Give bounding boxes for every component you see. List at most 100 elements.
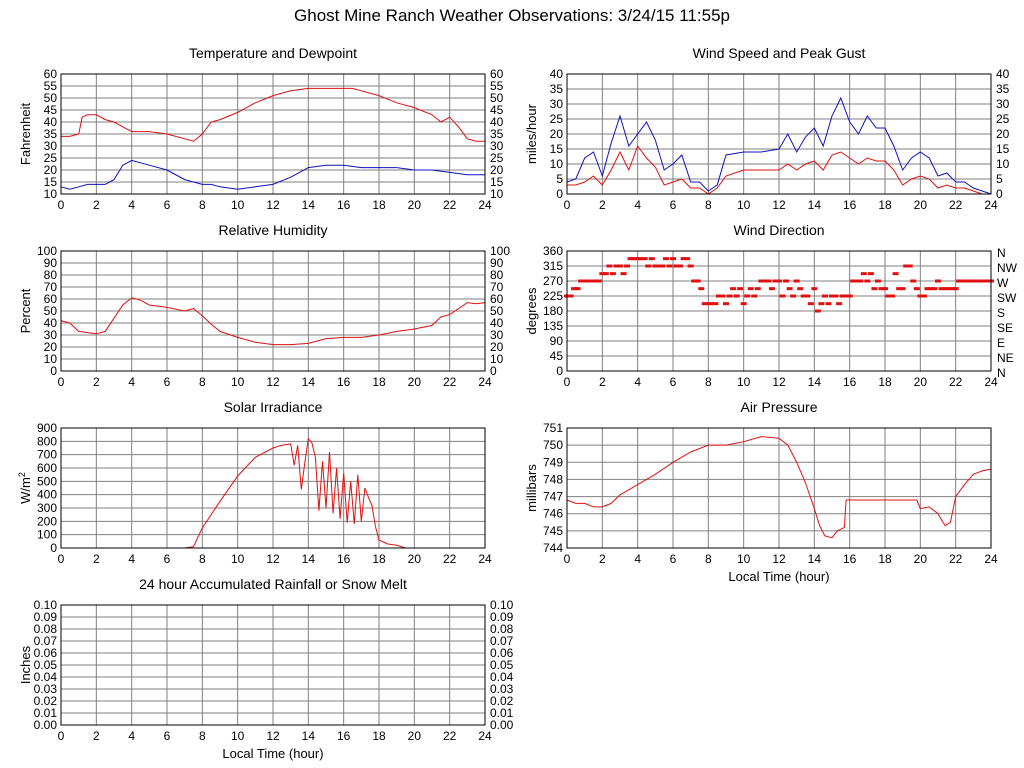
y-tick-label-right: 0.06 [490, 646, 514, 660]
data-point [581, 279, 588, 283]
data-point [825, 302, 832, 306]
data-point [786, 287, 793, 291]
compass-label: NE [997, 351, 1014, 365]
data-point [730, 287, 737, 291]
y-tick-label-right: 20 [490, 340, 504, 354]
x-tick-label: 20 [408, 552, 422, 566]
y-tick-label-right: 15 [996, 142, 1010, 156]
data-point [715, 294, 722, 298]
data-point [652, 264, 659, 268]
y-tick-label: 0.02 [34, 694, 58, 708]
y-tick-label-right: 25 [996, 112, 1010, 126]
x-tick-label: 18 [878, 198, 892, 212]
data-point [959, 279, 966, 283]
y-tick-label-right: 0.10 [490, 598, 514, 612]
x-tick-label: 14 [302, 552, 316, 566]
y-tick-label: 45 [44, 103, 58, 117]
y-tick-label: 750 [543, 438, 563, 452]
plot-frame [566, 73, 992, 195]
x-tick-label: 0 [58, 198, 65, 212]
x-tick-label: 6 [670, 375, 677, 389]
y-tick-label: 0.10 [34, 598, 58, 612]
x-tick-label: 20 [914, 375, 928, 389]
x-tick-label: 22 [443, 729, 457, 743]
y-tick-label: 35 [550, 82, 564, 96]
plot-frame [60, 73, 486, 195]
data-point [970, 279, 977, 283]
y-tick-label: 30 [44, 139, 58, 153]
data-point [832, 294, 839, 298]
y-tick-label: 100 [37, 244, 57, 258]
x-tick-label: 2 [599, 375, 606, 389]
plot-frame [566, 250, 992, 372]
chart-title: 24 hour Accumulated Rainfall or Snow Mel… [139, 576, 407, 592]
data-point [747, 287, 754, 291]
data-point [655, 264, 662, 268]
data-point [701, 302, 708, 306]
x-tick-label: 12 [266, 198, 280, 212]
y-tick-label-right: 10 [490, 352, 504, 366]
y-tick-label-right: 0.05 [490, 658, 514, 672]
x-axis-label: Local Time (hour) [222, 746, 323, 761]
y-tick-label: 15 [44, 175, 58, 189]
x-tick-label: 24 [478, 552, 492, 566]
x-tick-label: 20 [408, 375, 422, 389]
y-tick-label: 90 [44, 256, 58, 270]
y-axis-label: millibars [524, 464, 539, 512]
data-point [818, 302, 825, 306]
data-point [843, 294, 850, 298]
data-point [857, 279, 864, 283]
x-tick-label: 10 [737, 552, 751, 566]
compass-label: SE [997, 321, 1013, 335]
x-tick-label: 0 [564, 375, 571, 389]
x-tick-label: 14 [302, 375, 316, 389]
y-tick-label: 135 [543, 319, 563, 333]
x-axis-label: Local Time (hour) [728, 569, 829, 584]
y-tick-label: 30 [550, 97, 564, 111]
y-tick-label: 90 [550, 334, 564, 348]
data-point [892, 272, 899, 276]
data-point [867, 272, 874, 276]
data-point [931, 287, 938, 291]
y-tick-label: 800 [37, 434, 57, 448]
y-tick-label: 180 [543, 304, 563, 318]
x-tick-label: 22 [949, 375, 963, 389]
y-tick-label: 10 [550, 157, 564, 171]
x-tick-label: 8 [199, 552, 206, 566]
x-tick-label: 16 [337, 729, 351, 743]
data-point [687, 264, 694, 268]
y-tick-label: 0.04 [34, 670, 58, 684]
data-point [599, 272, 606, 276]
y-tick-label-right: 45 [490, 103, 504, 117]
data-point [666, 264, 673, 268]
data-point [726, 294, 733, 298]
x-tick-label: 4 [128, 375, 135, 389]
x-tick-label: 4 [634, 552, 641, 566]
x-tick-label: 16 [843, 375, 857, 389]
x-tick-label: 2 [93, 198, 100, 212]
data-point [874, 279, 881, 283]
x-tick-label: 6 [164, 375, 171, 389]
x-tick-label: 22 [949, 198, 963, 212]
y-tick-label-right: 30 [490, 139, 504, 153]
data-point [889, 294, 896, 298]
y-tick-label: 30 [44, 328, 58, 342]
x-tick-label: 18 [372, 198, 386, 212]
data-point [836, 302, 843, 306]
y-tick-label: 70 [44, 280, 58, 294]
data-point [846, 294, 853, 298]
x-tick-label: 18 [372, 552, 386, 566]
y-tick-label: 900 [37, 421, 57, 435]
x-tick-label: 4 [634, 198, 641, 212]
data-point [673, 264, 680, 268]
y-tick-label: 225 [543, 289, 563, 303]
data-point [613, 264, 620, 268]
y-axis-label: degrees [524, 287, 539, 334]
data-point [631, 257, 638, 261]
data-point [662, 257, 669, 261]
x-tick-label: 24 [478, 729, 492, 743]
y-tick-label: 40 [44, 115, 58, 129]
data-point [768, 287, 775, 291]
y-tick-label-right: 30 [490, 328, 504, 342]
